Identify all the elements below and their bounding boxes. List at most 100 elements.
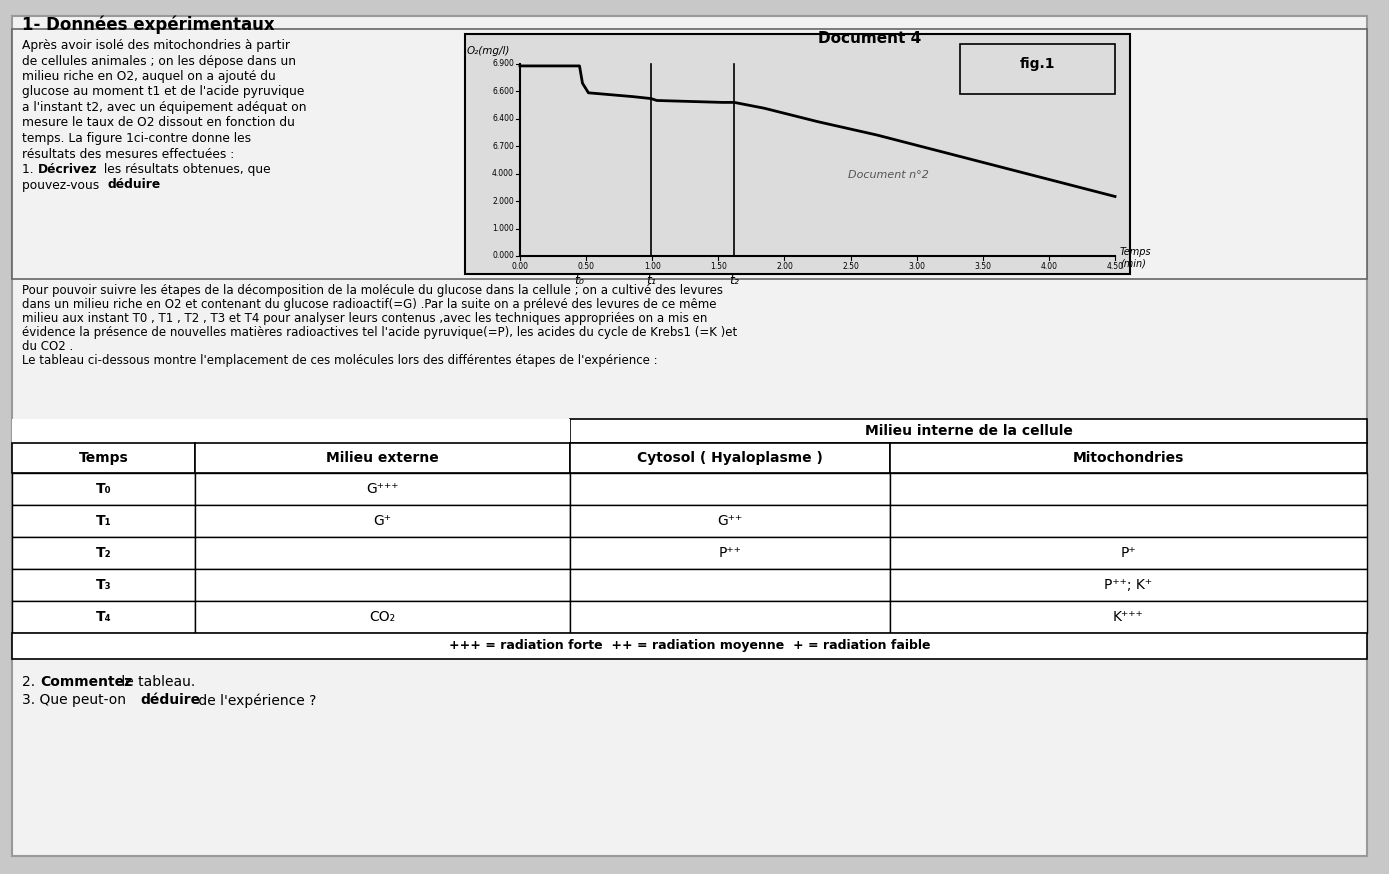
Bar xyxy=(194,443,569,473)
Text: 3. Que peut-on: 3. Que peut-on xyxy=(22,693,131,707)
Text: K⁺⁺⁺: K⁺⁺⁺ xyxy=(1113,610,1145,624)
Text: 2.50: 2.50 xyxy=(842,262,858,271)
Text: T₂: T₂ xyxy=(96,546,111,560)
Text: pouvez-vous: pouvez-vous xyxy=(22,178,103,191)
Text: fig.1: fig.1 xyxy=(1020,57,1054,71)
Text: glucose au moment t1 et de l'acide pyruvique: glucose au moment t1 et de l'acide pyruv… xyxy=(22,86,304,99)
Bar xyxy=(13,29,1367,279)
Text: P⁺: P⁺ xyxy=(1121,546,1136,560)
Text: 6.700: 6.700 xyxy=(492,142,514,151)
Text: Document 4: Document 4 xyxy=(818,31,922,46)
Text: G⁺: G⁺ xyxy=(374,514,392,528)
Text: Cytosol ( Hyaloplasme ): Cytosol ( Hyaloplasme ) xyxy=(638,451,822,465)
Text: T₀: T₀ xyxy=(96,482,111,496)
Bar xyxy=(569,473,890,505)
Text: +++ = radiation forte  ++ = radiation moyenne  + = radiation faible: +++ = radiation forte ++ = radiation moy… xyxy=(449,640,931,653)
Bar xyxy=(960,44,1115,94)
Bar xyxy=(194,601,569,633)
Bar xyxy=(13,473,194,505)
Text: T₃: T₃ xyxy=(96,578,111,592)
Bar xyxy=(465,34,1131,274)
Text: déduire: déduire xyxy=(140,693,200,707)
Text: P⁺⁺; K⁺: P⁺⁺; K⁺ xyxy=(1104,578,1153,592)
Text: Pour pouvoir suivre les étapes de la décomposition de la molécule du glucose dan: Pour pouvoir suivre les étapes de la déc… xyxy=(22,284,724,297)
Text: Décrivez: Décrivez xyxy=(38,163,97,176)
Text: déduire: déduire xyxy=(107,178,160,191)
Text: 1.00: 1.00 xyxy=(643,262,661,271)
Bar xyxy=(13,537,194,569)
Bar xyxy=(13,569,194,601)
Text: de cellules animales ; on les dépose dans un: de cellules animales ; on les dépose dan… xyxy=(22,54,296,67)
Text: Après avoir isolé des mitochondries à partir: Après avoir isolé des mitochondries à pa… xyxy=(22,39,290,52)
Bar xyxy=(13,419,569,443)
Text: de l'expérience ?: de l'expérience ? xyxy=(194,693,317,707)
Text: Document n°2: Document n°2 xyxy=(849,170,929,180)
Text: Temps: Temps xyxy=(1120,247,1151,257)
Text: CO₂: CO₂ xyxy=(369,610,396,624)
Text: 3.00: 3.00 xyxy=(908,262,925,271)
Text: 3.50: 3.50 xyxy=(974,262,992,271)
Bar xyxy=(194,505,569,537)
Text: 4.000: 4.000 xyxy=(492,170,514,178)
Text: 1- Données expérimentaux: 1- Données expérimentaux xyxy=(22,16,275,34)
Text: temps. La figure 1ci-contre donne les: temps. La figure 1ci-contre donne les xyxy=(22,132,251,145)
Text: T₁: T₁ xyxy=(96,514,111,528)
Text: résultats des mesures effectuées :: résultats des mesures effectuées : xyxy=(22,148,235,161)
Text: Commentez: Commentez xyxy=(40,675,132,689)
Text: 4.50: 4.50 xyxy=(1107,262,1124,271)
Text: milieu aux instant T0 , T1 , T2 , T3 et T4 pour analyser leurs contenus ,avec le: milieu aux instant T0 , T1 , T2 , T3 et … xyxy=(22,312,707,325)
Text: t₀: t₀ xyxy=(575,274,585,287)
Bar xyxy=(194,537,569,569)
Text: évidence la présence de nouvelles matières radioactives tel l'acide pyruvique(=P: évidence la présence de nouvelles matièr… xyxy=(22,326,738,339)
Text: Milieu interne de la cellule: Milieu interne de la cellule xyxy=(864,424,1072,438)
Text: 1.000: 1.000 xyxy=(492,224,514,233)
Text: t₂: t₂ xyxy=(729,274,739,287)
Text: les résultats obtenues, que: les résultats obtenues, que xyxy=(100,163,271,176)
Text: t₁: t₁ xyxy=(646,274,656,287)
Text: 6.900: 6.900 xyxy=(492,59,514,68)
Text: du CO2 .: du CO2 . xyxy=(22,340,74,353)
Bar xyxy=(569,443,890,473)
Text: G⁺⁺⁺: G⁺⁺⁺ xyxy=(367,482,399,496)
Text: Temps: Temps xyxy=(79,451,128,465)
Bar xyxy=(890,443,1367,473)
Text: 2.000: 2.000 xyxy=(492,197,514,205)
Text: 1.: 1. xyxy=(22,163,38,176)
Text: milieu riche en O2, auquel on a ajouté du: milieu riche en O2, auquel on a ajouté d… xyxy=(22,70,276,83)
Bar xyxy=(890,473,1367,505)
Bar xyxy=(569,569,890,601)
Text: Mitochondries: Mitochondries xyxy=(1072,451,1185,465)
Bar xyxy=(13,505,194,537)
Text: T₄: T₄ xyxy=(96,610,111,624)
Bar xyxy=(13,601,194,633)
Bar xyxy=(890,569,1367,601)
Text: 2.00: 2.00 xyxy=(776,262,793,271)
Bar xyxy=(194,473,569,505)
Text: G⁺⁺: G⁺⁺ xyxy=(717,514,743,528)
Text: P⁺⁺: P⁺⁺ xyxy=(718,546,742,560)
Text: O₂(mg/l): O₂(mg/l) xyxy=(467,46,510,56)
Text: a l'instant t2, avec un équipement adéquat on: a l'instant t2, avec un équipement adéqu… xyxy=(22,101,307,114)
Text: 0.00: 0.00 xyxy=(511,262,528,271)
Text: 0.50: 0.50 xyxy=(578,262,594,271)
Text: 6.600: 6.600 xyxy=(492,87,514,96)
Bar xyxy=(13,443,194,473)
Bar xyxy=(569,601,890,633)
Bar xyxy=(890,505,1367,537)
Text: dans un milieu riche en O2 et contenant du glucose radioactif(=G) .Par la suite : dans un milieu riche en O2 et contenant … xyxy=(22,298,717,311)
Bar xyxy=(569,537,890,569)
Text: 2.: 2. xyxy=(22,675,39,689)
Bar xyxy=(194,569,569,601)
Text: le tableau.: le tableau. xyxy=(117,675,196,689)
Text: Milieu externe: Milieu externe xyxy=(326,451,439,465)
Text: Le tableau ci-dessous montre l'emplacement de ces molécules lors des différentes: Le tableau ci-dessous montre l'emplaceme… xyxy=(22,354,657,367)
Text: 1.50: 1.50 xyxy=(710,262,726,271)
Text: 0.000: 0.000 xyxy=(492,252,514,260)
Text: 6.400: 6.400 xyxy=(492,114,514,123)
Bar xyxy=(890,537,1367,569)
Bar xyxy=(569,419,1367,443)
Text: mesure le taux de O2 dissout en fonction du: mesure le taux de O2 dissout en fonction… xyxy=(22,116,294,129)
Text: (min): (min) xyxy=(1120,259,1146,269)
Bar xyxy=(13,633,1367,659)
Bar xyxy=(569,505,890,537)
